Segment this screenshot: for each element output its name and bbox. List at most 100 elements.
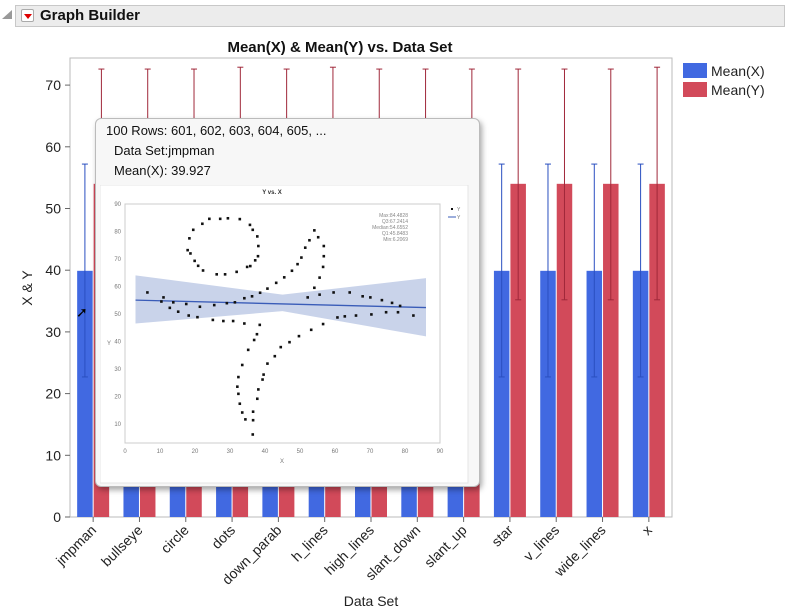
mini-x-tick-label: 0 [123, 449, 127, 455]
scatter-point [318, 293, 321, 296]
scatter-point [146, 291, 149, 294]
scatter-point [226, 216, 230, 220]
scatter-point [176, 310, 180, 313]
y-tick-label: 0 [53, 509, 61, 525]
scatter-point [223, 273, 227, 276]
mini-y-label: Y [107, 341, 111, 347]
y-tick-label: 70 [45, 77, 61, 93]
bar-mean-y [510, 183, 526, 517]
mini-y-tick-label: 90 [114, 202, 121, 208]
mini-x-tick-label: 40 [262, 449, 269, 455]
scatter-point [303, 246, 307, 249]
scatter-point [245, 265, 249, 269]
scatter-point [332, 291, 335, 294]
scatter-point [369, 296, 372, 299]
legend-swatch [683, 63, 707, 78]
scatter-point [172, 301, 175, 304]
fit-line [135, 299, 427, 309]
mini-y-tick-label: 10 [114, 422, 121, 428]
scatter-point [300, 256, 303, 259]
scatter-point [370, 313, 373, 316]
stats-label: Q1:45.8483 [382, 231, 408, 237]
collapse-triangle-icon[interactable] [2, 10, 12, 19]
scatter-point [193, 259, 196, 263]
scatter-point [255, 332, 259, 336]
graph-builder-header: Graph Builder [15, 5, 785, 27]
mini-x-tick-label: 50 [297, 449, 304, 455]
scatter-point [252, 338, 256, 342]
scatter-point [256, 254, 260, 258]
scatter-point [196, 264, 200, 268]
scatter-point [313, 286, 316, 290]
scatter-point [384, 310, 388, 314]
hover-tooltip: 100 Rows: 601, 602, 603, 604, 605, ... D… [95, 118, 480, 487]
mini-x-tick-label: 20 [192, 449, 199, 455]
scatter-point [354, 314, 358, 317]
scatter-point [236, 385, 239, 388]
bar-mean-x [632, 270, 649, 517]
stats-label: Q3:67.2414 [382, 219, 408, 225]
scatter-point [212, 303, 216, 307]
scatter-point [390, 301, 394, 305]
x-axis-label: Data Set [344, 593, 399, 609]
mini-x-tick-label: 10 [157, 449, 164, 455]
scatter-point [258, 291, 262, 295]
mini-legend-label: Y [457, 207, 461, 213]
scatter-point [168, 306, 172, 310]
scatter-point [225, 301, 229, 305]
scatter-point [380, 298, 384, 302]
scatter-point [238, 217, 242, 221]
scatter-point [246, 348, 250, 352]
confidence-band [135, 275, 426, 337]
scatter-point [251, 418, 255, 422]
bar-mean-y [603, 183, 619, 517]
tooltip-rows: 100 Rows: 601, 602, 603, 604, 605, ... [106, 123, 327, 138]
legend-label: Mean(Y) [711, 82, 765, 98]
mini-y-tick-label: 20 [114, 394, 121, 400]
outline-title: Graph Builder [40, 7, 141, 24]
scatter-point [322, 254, 326, 258]
scatter-point [257, 244, 260, 248]
scatter-point [240, 411, 244, 414]
y-tick-label: 60 [45, 139, 61, 155]
x-tick-label: bullseye [98, 522, 146, 570]
scatter-point [162, 296, 165, 299]
mini-legend-label: Y [457, 215, 461, 221]
stats-label: Min:6.2069 [383, 237, 408, 243]
scatter-point [396, 310, 400, 314]
scatter-point [231, 319, 235, 323]
tooltip-dataset-label: Data Set: [114, 143, 169, 158]
scatter-point [218, 217, 222, 221]
scatter-point [274, 281, 278, 285]
mini-x-tick-label: 30 [227, 449, 234, 455]
scatter-point [201, 269, 205, 272]
mini-y-tick-label: 80 [114, 229, 121, 235]
mini-y-tick-label: 70 [114, 257, 121, 263]
scatter-point [343, 315, 347, 318]
scatter-point [248, 223, 252, 227]
scatter-point [398, 304, 402, 308]
scatter-point [186, 248, 189, 252]
scatter-point [309, 328, 313, 332]
red-triangle-menu-icon[interactable] [21, 9, 34, 22]
tooltip-meanx-value: 39.927 [171, 163, 211, 178]
scatter-point [336, 316, 339, 319]
scatter-point [251, 433, 255, 436]
scatter-point [222, 319, 225, 323]
x-tick-label: h_lines [288, 522, 331, 565]
stats-label: Median:54.6552 [372, 225, 408, 231]
y-tick-label: 20 [45, 386, 61, 402]
scatter-point [243, 322, 246, 325]
scatter-point [266, 362, 269, 365]
scatter-point [256, 397, 259, 401]
mini-y-tick-label: 40 [114, 339, 121, 345]
scatter-point [251, 410, 255, 413]
mouse-cursor-icon: ➚ [76, 305, 88, 321]
scatter-point [238, 402, 242, 406]
scatter-point [316, 235, 320, 239]
scatter-point [266, 287, 269, 290]
scatter-point [235, 270, 238, 274]
scatter-point [240, 363, 244, 367]
bar-mean-y [649, 183, 665, 517]
y-tick-label: 30 [45, 324, 61, 340]
